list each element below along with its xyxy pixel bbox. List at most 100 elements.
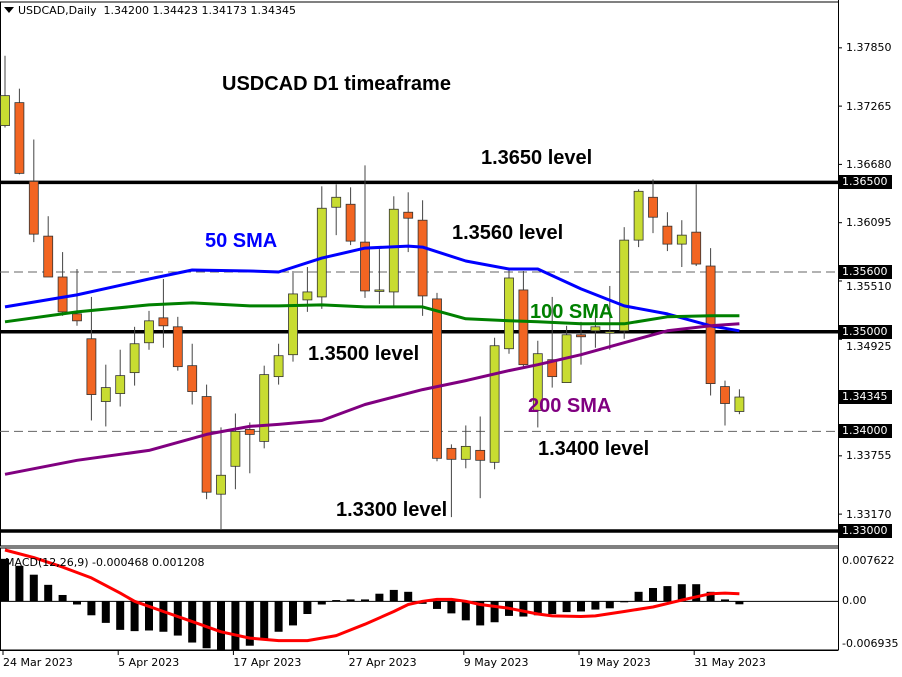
bull-candle <box>619 239 630 332</box>
bear-candle <box>446 447 457 460</box>
macd-histogram-bar <box>490 601 499 623</box>
sma-line-200 <box>4 322 740 476</box>
macd-histogram-bar <box>577 601 585 612</box>
macd-histogram-bar <box>245 601 254 646</box>
bull-candle <box>316 207 327 298</box>
bull-candle <box>504 277 514 350</box>
sma100-label: 100 SMA <box>530 301 614 323</box>
macd-histogram-bar <box>533 601 542 616</box>
bull-candle <box>144 320 154 344</box>
bull-candle <box>230 431 241 467</box>
macd-histogram-bar <box>706 591 715 602</box>
level-label-1350: 1.3500 level <box>308 343 420 365</box>
chart-header: USDCAD,Daily 1.34200 1.34423 1.34173 1.3… <box>4 4 296 17</box>
macd-histogram-bar <box>73 601 81 605</box>
bear-candle <box>57 276 68 313</box>
ohlc-readout: 1.34200 1.34423 1.34173 1.34345 <box>103 4 296 17</box>
macd-histogram-bar <box>58 594 67 602</box>
bear-candle <box>648 196 658 218</box>
date-tick-label: 27 Apr 2023 <box>348 656 417 669</box>
macd-histogram-bar <box>29 574 38 602</box>
sma50-label: 50 SMA <box>205 230 278 252</box>
chart-title: USDCAD D1 timeaframe <box>222 73 451 95</box>
bear-candle <box>244 429 255 435</box>
bear-candle <box>201 396 212 493</box>
macd-histogram-bar <box>231 601 240 650</box>
macd-histogram-bar <box>721 599 729 602</box>
price-tick-label: 1.36095 <box>846 216 892 230</box>
level-label-1340: 1.3400 level <box>538 438 650 460</box>
macd-histogram-bar <box>634 591 643 602</box>
macd-histogram-bar <box>692 584 701 602</box>
bull-candle <box>302 291 313 301</box>
macd-histogram-bar <box>677 584 686 602</box>
bull-candle <box>259 374 270 442</box>
macd-histogram-bar <box>591 601 600 610</box>
sma200-label: 200 SMA <box>528 395 612 417</box>
bear-candle <box>662 225 673 245</box>
bear-candle <box>28 180 39 235</box>
date-tick-label: 24 Mar 2023 <box>3 656 73 669</box>
bear-candle <box>417 219 428 297</box>
bear-candle <box>547 359 558 378</box>
bear-candle <box>86 338 97 395</box>
bear-candle <box>518 289 529 366</box>
macd-tick-label: 0.00 <box>842 594 867 608</box>
bear-candle <box>360 241 370 292</box>
level-label-1365: 1.3650 level <box>481 147 593 169</box>
sma-line-50 <box>4 244 740 333</box>
price-tick-label: 1.33170 <box>846 507 892 521</box>
macd-histogram-bar <box>461 601 470 621</box>
price-tick-label: 1.37265 <box>846 99 892 113</box>
bull-candle <box>676 234 687 245</box>
bear-candle <box>172 326 183 368</box>
macd-tick-label: -0.006935 <box>842 637 899 650</box>
bull-candle <box>216 474 226 495</box>
triangle-down-icon[interactable] <box>4 7 14 13</box>
macd-histogram-bar <box>101 601 110 623</box>
current-price-label: 1.34345 <box>839 390 892 405</box>
macd-histogram-bar <box>145 601 153 631</box>
bear-candle <box>43 235 54 278</box>
macd-title: MACD(12,26,9) -0.000468 0.001208 <box>5 556 205 569</box>
date-tick-label: 9 May 2023 <box>463 656 529 669</box>
bull-candle <box>0 95 10 126</box>
bull-candle <box>734 396 745 412</box>
bull-candle <box>532 353 543 411</box>
level-price-label: 1.35600 <box>839 265 892 279</box>
macd-histogram-bar <box>548 601 557 615</box>
bull-candle <box>388 208 399 293</box>
macd-histogram-bar <box>15 565 24 602</box>
date-tick-label: 31 May 2023 <box>694 656 766 669</box>
level-price-label: 1.35000 <box>839 324 892 339</box>
macd-histogram-bar <box>159 601 168 632</box>
macd-histogram-bar <box>389 589 398 602</box>
macd-histogram-bar <box>116 601 125 630</box>
bear-candle <box>345 203 356 242</box>
level-price-label: 1.34000 <box>839 424 892 439</box>
macd-histogram-bar <box>433 601 441 609</box>
macd-histogram-bar <box>404 591 413 602</box>
macd-histogram-bar <box>346 599 355 602</box>
bull-candle <box>460 445 471 460</box>
level-price-label: 1.36500 <box>839 175 892 190</box>
macd-histogram-bar <box>375 593 384 602</box>
price-tick-label: 1.34925 <box>846 339 892 353</box>
date-tick-label: 19 May 2023 <box>579 656 651 669</box>
price-tick-label: 1.37850 <box>846 41 892 55</box>
price-tick-label: 1.36680 <box>846 157 892 171</box>
price-tick-label: 1.33755 <box>846 449 892 463</box>
macd-signal-line <box>4 548 740 643</box>
bull-candle <box>633 190 644 241</box>
bear-candle <box>720 386 730 404</box>
price-tick-label: 1.35510 <box>846 280 892 293</box>
level-label-1356: 1.3560 level <box>452 222 564 244</box>
macd-histogram-bar <box>649 588 657 602</box>
macd-histogram-bar <box>289 601 297 626</box>
level-label-1330: 1.3300 level <box>336 499 448 521</box>
bull-candle <box>288 293 298 356</box>
macd-histogram-bar <box>663 586 672 602</box>
bear-candle <box>691 231 702 265</box>
macd-histogram-bar <box>260 601 269 641</box>
